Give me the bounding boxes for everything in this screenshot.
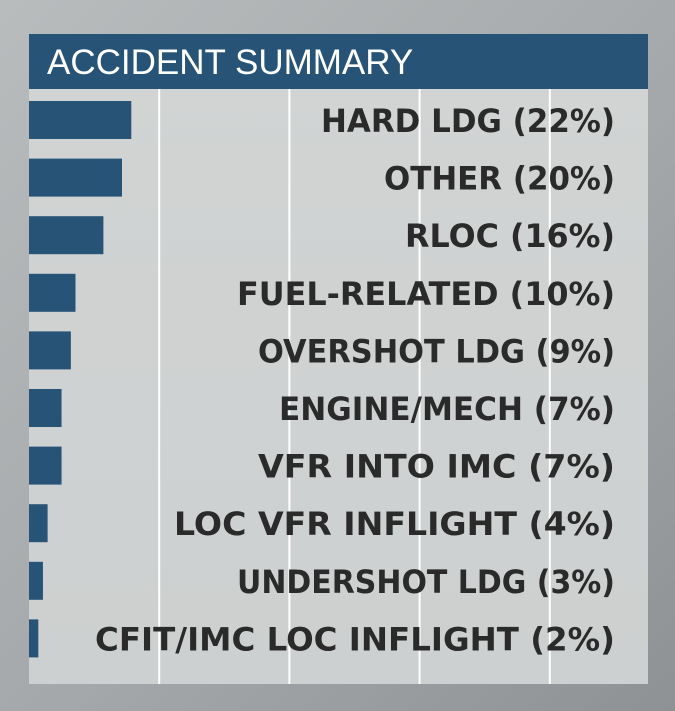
bar-vfr-into-imc (29, 446, 62, 485)
bar-engine-mech (29, 389, 62, 427)
bar-other (29, 158, 122, 197)
bar-label: LOC VFR INFLIGHT (4%) (174, 505, 615, 543)
bar-label: VFR INTO IMC (7%) (258, 448, 615, 486)
bar-label: OTHER (20%) (384, 160, 615, 198)
bar-fuel-related (29, 273, 76, 312)
bar-hard-ldg (29, 101, 132, 139)
bar-label: RLOC (16%) (405, 217, 615, 255)
bar-label: HARD LDG (22%) (321, 102, 615, 140)
title-bar: ACCIDENT SUMMARY (29, 34, 648, 89)
bar-rloc (29, 216, 104, 255)
bar-label: FUEL-RELATED (10%) (237, 275, 615, 313)
chart-title: ACCIDENT SUMMARY (47, 43, 414, 82)
bar-overshot-ldg (29, 331, 71, 370)
bar-cfit-imc-loc-inflight (29, 619, 39, 658)
bar-chart: HARD LDG (22%) OTHER (20%) RLOC (16%) FUEL-… (29, 89, 615, 684)
chart-panel: HARD LDG (22%) OTHER (20%) RLOC (16%) FUEL-… (29, 34, 648, 684)
bar-label: CFIT/IMC LOC INFLIGHT (2%) (95, 620, 615, 658)
bar-label: UNDERSHOT LDG (3%) (237, 563, 615, 601)
bar-undershot-ldg (29, 561, 43, 600)
bar-loc-vfr-inflight (29, 504, 48, 543)
bar-label: ENGINE/MECH (7%) (279, 390, 615, 428)
bar-label: OVERSHOT LDG (9%) (258, 332, 615, 370)
